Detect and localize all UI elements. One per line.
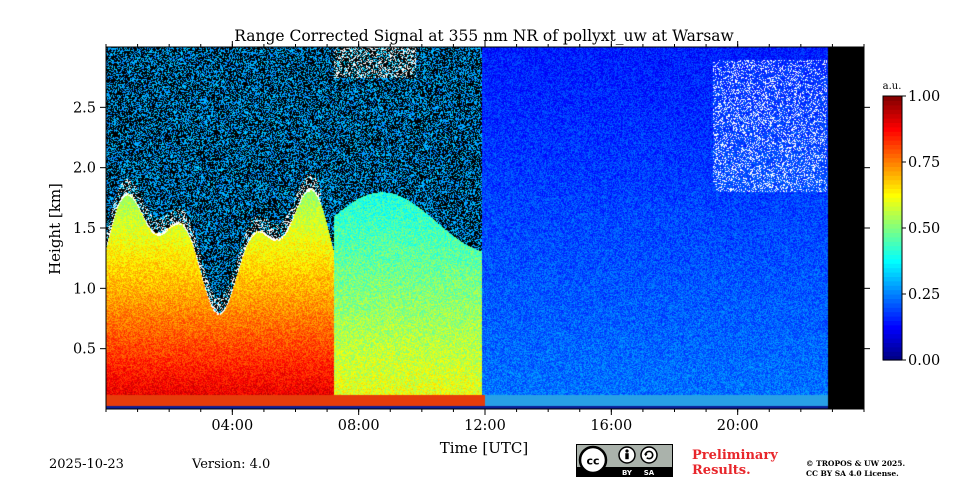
colorbar-segment — [883, 131, 902, 137]
y-tick-label: 1.0 — [73, 281, 96, 297]
y-tick-label: 1.5 — [73, 221, 96, 237]
preliminary-notice: Preliminary Results. — [692, 448, 778, 478]
colorbar-segment — [883, 294, 902, 299]
colorbar-segment — [883, 113, 902, 119]
cc-label: cc — [586, 455, 599, 468]
colorbar-segment — [883, 298, 902, 304]
colorbar-segment — [883, 307, 902, 313]
colorbar-segment — [883, 166, 902, 172]
colorbar-segment — [883, 351, 902, 357]
colorbar-segment — [883, 320, 902, 326]
colorbar: 0.00 0.25 0.50 0.75 1.00 — [882, 89, 940, 369]
colorbar-segment — [883, 316, 902, 321]
colorbar-segment — [883, 210, 902, 216]
colorbar-segment — [883, 126, 902, 132]
colorbar-segment — [883, 104, 902, 110]
colorbar-segment — [883, 245, 902, 251]
by-label: BY — [622, 469, 633, 477]
colorbar-segment — [883, 188, 902, 194]
colorbar-segment — [883, 232, 902, 238]
colorbar-unit: a.u. — [883, 81, 902, 92]
sa-icon — [640, 446, 658, 464]
colorbar-segment — [883, 162, 902, 167]
colorbar-segment — [883, 197, 902, 203]
sa-label: SA — [644, 469, 655, 477]
colorbar-segment — [883, 346, 902, 352]
colorbar-tick-label: 0.25 — [908, 287, 940, 303]
y-tick-label: 2.5 — [73, 100, 96, 116]
colorbar-segment — [883, 342, 902, 348]
colorbar-segment — [883, 122, 902, 128]
colorbar-segment — [883, 236, 902, 242]
colorbar-segment — [883, 135, 902, 141]
colorbar-segment — [883, 355, 902, 361]
copyright-line2: CC BY SA 4.0 License. — [806, 469, 899, 478]
colorbar-segment — [883, 140, 902, 145]
colorbar-segment — [883, 100, 902, 106]
colorbar-segment — [883, 302, 902, 308]
colorbar-segment — [883, 241, 902, 247]
colorbar-segment — [883, 157, 902, 163]
colorbar-segment — [883, 206, 902, 211]
colorbar-segment — [883, 263, 902, 269]
colorbar-segment — [883, 267, 902, 273]
cc-icon — [578, 445, 608, 475]
chart-title: Range Corrected Signal at 355 nm NR of p… — [234, 27, 734, 45]
colorbar-tick-label: 0.00 — [908, 353, 940, 369]
colorbar-segment — [883, 219, 902, 225]
y-axis-label: Height [km] — [46, 183, 64, 275]
colorbar-segment — [883, 338, 902, 343]
colorbar-segment — [883, 179, 902, 185]
colorbar-tick-label: 0.75 — [908, 155, 940, 171]
heatmap-raster — [106, 47, 864, 409]
preliminary-line1: Preliminary — [692, 448, 778, 463]
x-tick-label: 20:00 — [717, 418, 759, 434]
cc-by-sa-badge: cc BY SA — [576, 444, 673, 477]
colorbar-segment — [883, 280, 902, 286]
colorbar-segment — [883, 258, 902, 264]
y-tick-label: 0.5 — [73, 342, 96, 358]
colorbar-segment — [883, 324, 902, 330]
colorbar-segment — [883, 118, 902, 123]
x-tick-label: 16:00 — [590, 418, 632, 434]
colorbar-tick-label: 1.00 — [908, 89, 940, 105]
footer-version: Version: 4.0 — [192, 457, 271, 472]
colorbar-segment — [883, 184, 902, 189]
colorbar-segment — [883, 272, 902, 277]
copyright-line1: © TROPOS & UW 2025. — [806, 459, 906, 468]
colorbar-segment — [883, 96, 902, 101]
axes: 04:00 08:00 12:00 16:00 20:00 0.5 1.0 1.5 2.0 2.5 — [73, 41, 870, 434]
plot-area — [106, 47, 864, 409]
colorbar-segment — [883, 329, 902, 335]
colorbar-segment — [883, 250, 902, 255]
colorbar-segment — [883, 153, 902, 159]
colorbar-segment — [883, 148, 902, 154]
colorbar-segment — [883, 223, 902, 229]
colorbar-segment — [883, 311, 902, 317]
colorbar-segment — [883, 201, 902, 207]
x-axis-label: Time [UTC] — [440, 439, 529, 457]
colorbar-tick-label: 0.50 — [908, 221, 940, 237]
preliminary-line2: Results. — [692, 463, 751, 478]
colorbar-segment — [883, 333, 902, 339]
colorbar-segment — [883, 254, 902, 260]
colorbar-segment — [883, 109, 902, 115]
colorbar-segment — [883, 214, 902, 220]
colorbar-segment — [883, 276, 902, 282]
colorbar-segment — [883, 285, 902, 291]
footer-date: 2025-10-23 — [49, 457, 124, 472]
colorbar-segment — [883, 228, 902, 233]
colorbar-segment — [883, 144, 902, 150]
colorbar-segment — [883, 170, 902, 176]
colorbar-segment — [883, 289, 902, 295]
x-tick-label: 04:00 — [211, 418, 253, 434]
colorbar-segment — [883, 175, 902, 181]
copyright-notice: © TROPOS & UW 2025. CC BY SA 4.0 License… — [806, 459, 905, 479]
x-tick-label: 12:00 — [464, 418, 506, 434]
x-tick-label: 08:00 — [338, 418, 380, 434]
y-tick-label: 2.0 — [73, 161, 96, 177]
colorbar-segment — [883, 192, 902, 198]
